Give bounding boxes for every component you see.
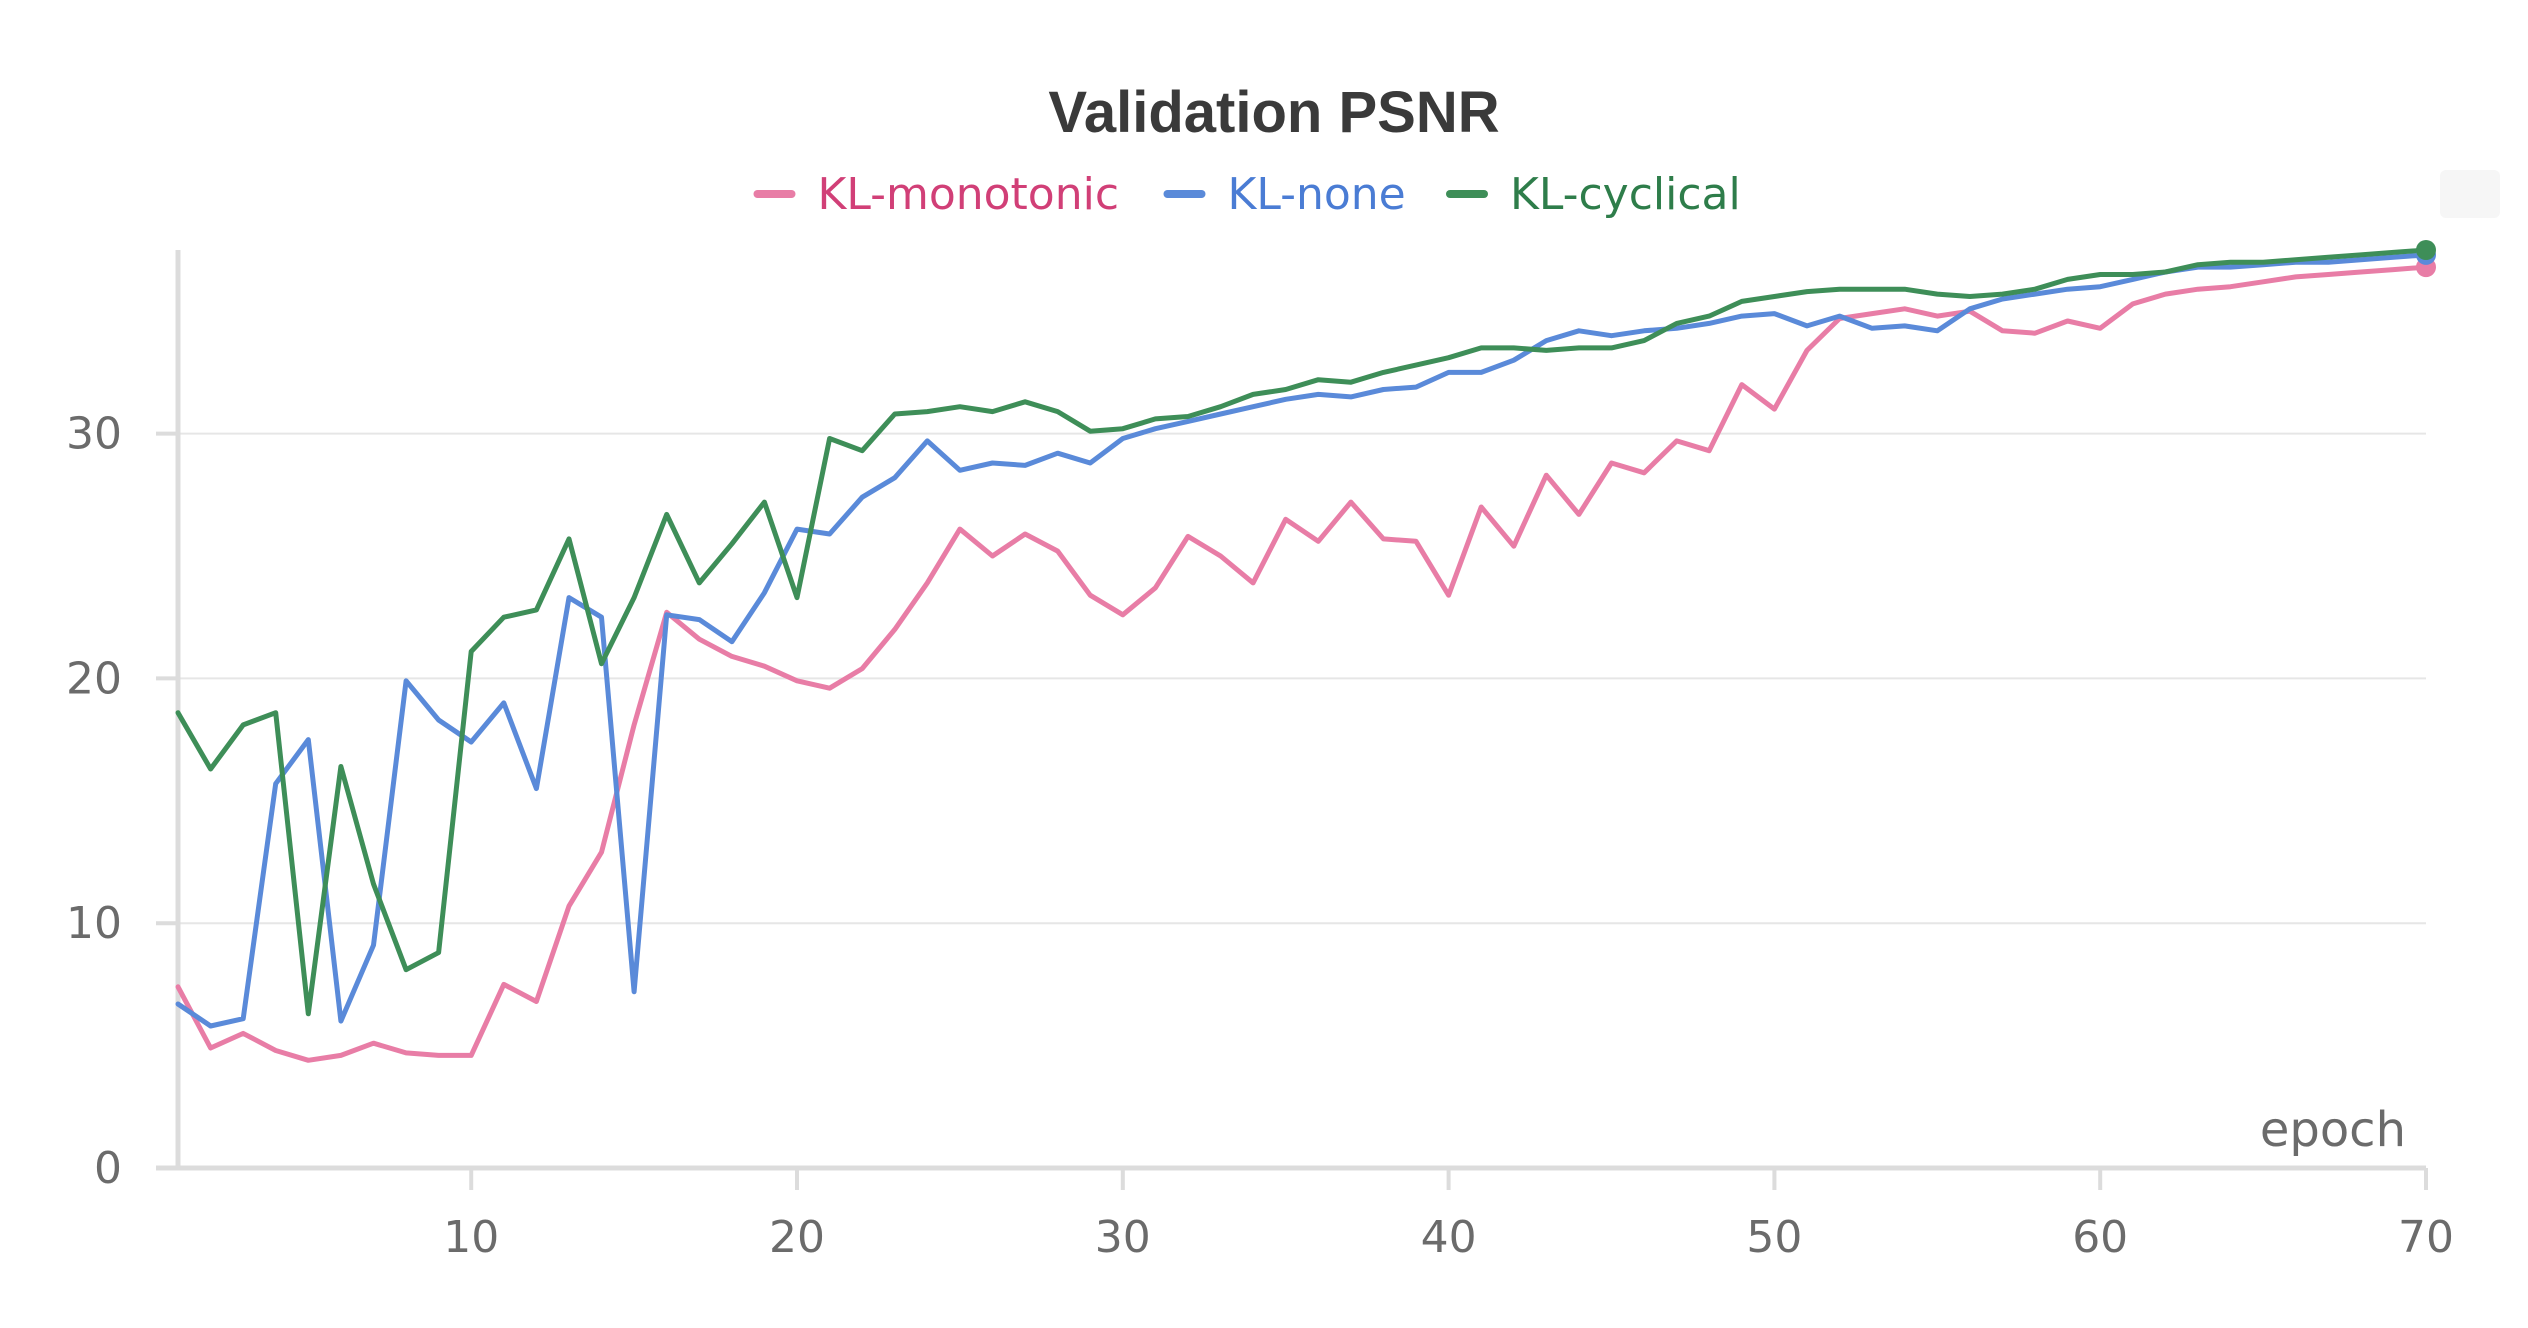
legend-label: KL-monotonic bbox=[818, 169, 1120, 220]
y-tick-label: 10 bbox=[66, 898, 122, 949]
series-line-kl-none bbox=[175, 252, 2429, 1029]
legend-item-kl-none[interactable]: KL-none bbox=[1163, 169, 1406, 220]
legend-label: KL-cyclical bbox=[1510, 169, 1741, 220]
legend-label: KL-none bbox=[1228, 169, 1406, 220]
series-layer bbox=[175, 240, 2436, 1063]
x-tick-label: 70 bbox=[2398, 1212, 2454, 1263]
legend: KL-monotonic KL-none KL-cyclical bbox=[753, 169, 1741, 220]
menu-handle[interactable] bbox=[2440, 170, 2500, 218]
x-axis-title: epoch bbox=[2260, 1102, 2406, 1158]
x-tick-label: 30 bbox=[1095, 1212, 1151, 1263]
x-tick-label: 10 bbox=[443, 1212, 499, 1263]
axes: 0 10 20 30 10 20 30 40 50 60 70 bbox=[66, 250, 2454, 1263]
series-end-point-kl-cyclical bbox=[2416, 240, 2436, 260]
y-tick-label: 30 bbox=[66, 409, 122, 460]
x-tick-label: 50 bbox=[1746, 1212, 1802, 1263]
x-tick-label: 40 bbox=[1421, 1212, 1477, 1263]
legend-item-kl-monotonic[interactable]: KL-monotonic bbox=[753, 169, 1120, 220]
grid bbox=[178, 432, 2426, 925]
series-line-kl-monotonic bbox=[175, 264, 2429, 1063]
legend-item-kl-cyclical[interactable]: KL-cyclical bbox=[1446, 169, 1741, 220]
y-tick-label: 0 bbox=[94, 1143, 122, 1194]
y-tick-label: 20 bbox=[66, 653, 122, 704]
x-tick-label: 60 bbox=[2072, 1212, 2128, 1263]
series-line-kl-cyclical bbox=[175, 247, 2429, 1017]
x-tick-label: 20 bbox=[769, 1212, 825, 1263]
chart-title: Validation PSNR bbox=[1048, 80, 1499, 145]
